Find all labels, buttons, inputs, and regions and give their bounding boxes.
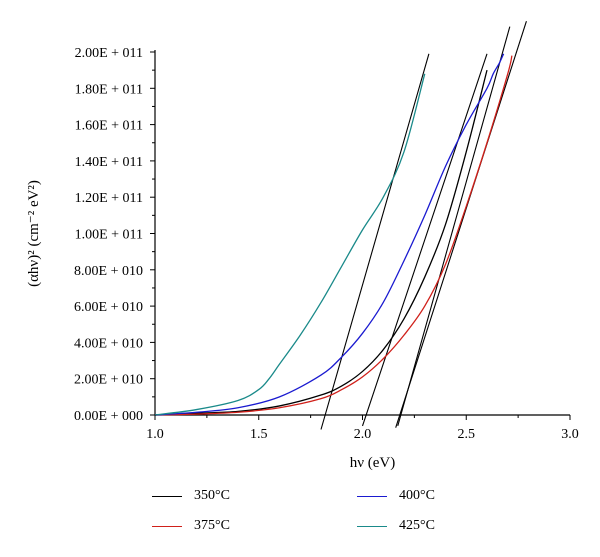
y-tick-label: 8.00E + 010 [74, 264, 143, 279]
legend-label: 425°C [399, 518, 435, 533]
legend-item: 425°C [357, 516, 435, 536]
y-tick-label: 1.60E + 011 [75, 119, 143, 134]
y-tick-label: 1.20E + 011 [75, 191, 143, 206]
tangent-line-4 [395, 20, 527, 428]
chart-axes [154, 50, 570, 416]
legend-item: 350°C [152, 486, 230, 506]
legend-swatch [152, 525, 182, 527]
x-tick-label: 1.5 [250, 427, 268, 442]
x-ticks: 1.0 1.5 2.0 2.5 3.0 [146, 415, 579, 442]
y-tick-label: 1.80E + 011 [75, 82, 143, 97]
series-line-3 [154, 53, 505, 416]
legend-label: 375°C [194, 518, 230, 533]
tangent-line-1 [320, 53, 430, 430]
x-tick-label: 1.0 [146, 427, 164, 442]
legend-swatch [357, 525, 387, 527]
x-tick-label: 2.5 [458, 427, 476, 442]
legend-item: 375°C [152, 516, 230, 536]
series-line-1 [154, 69, 488, 416]
y-axis-label: (αhν)² (cm⁻² eV²) [26, 180, 42, 287]
y-tick-label: 2.00E + 010 [74, 373, 143, 388]
y-tick-label: 4.00E + 010 [74, 336, 143, 351]
tangent-line-2 [361, 53, 488, 427]
series-line-4 [154, 73, 426, 416]
tangent-lines [320, 20, 527, 430]
x-tick-label: 3.0 [561, 427, 579, 442]
y-tick-label: 6.00E + 010 [74, 300, 143, 315]
legend-item: 400°C [357, 486, 435, 506]
x-tick-label: 2.0 [354, 427, 372, 442]
x-axis-label: hν (eV) [350, 455, 396, 471]
y-tick-label: 2.00E + 011 [75, 46, 143, 61]
tangent-line-3 [397, 26, 511, 427]
legend-swatch [152, 495, 182, 497]
y-tick-label: 1.40E + 011 [75, 155, 143, 170]
legend-label: 400°C [399, 488, 435, 503]
legend: 350°C 375°C 400°C 425°C [152, 486, 482, 546]
y-tick-label: 1.00E + 011 [75, 228, 143, 243]
y-ticks: 0.00E + 000 2.00E + 010 4.00E + 010 6.00E +… [74, 46, 155, 424]
y-tick-label: 0.00E + 000 [74, 409, 143, 424]
legend-swatch [357, 495, 387, 497]
series-line-2 [154, 55, 513, 416]
legend-label: 350°C [194, 488, 230, 503]
series-lines [154, 53, 513, 416]
